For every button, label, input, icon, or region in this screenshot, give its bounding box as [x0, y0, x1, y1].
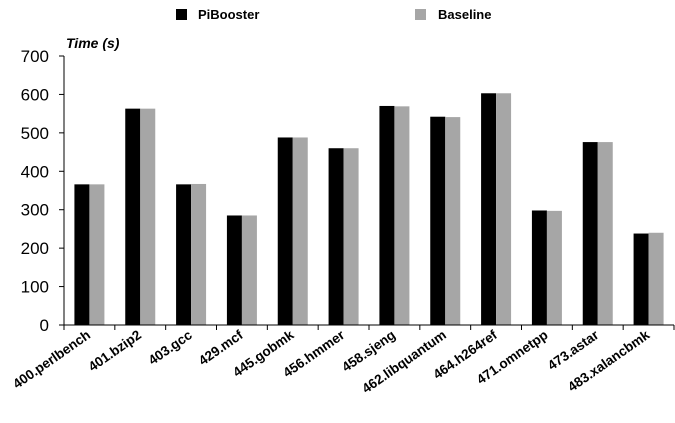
bar-baseline — [343, 148, 359, 325]
y-tick-label: 100 — [21, 278, 49, 297]
bar-baseline — [292, 137, 308, 325]
bar-piBooster — [481, 93, 497, 325]
y-tick-label: 400 — [21, 162, 49, 181]
y-tick-label: 500 — [21, 124, 49, 143]
bar-piBooster — [531, 210, 547, 325]
legend-label-piBooster: PiBooster — [198, 7, 259, 22]
bar-piBooster — [74, 184, 90, 325]
x-tick-label: 401.bzip2 — [86, 327, 144, 374]
y-tick-label: 200 — [21, 239, 49, 258]
bar-baseline — [241, 215, 257, 325]
bar-baseline — [648, 232, 664, 325]
bar-baseline — [496, 93, 512, 325]
y-tick-label: 600 — [21, 85, 49, 104]
y-axis-label: Time (s) — [66, 35, 120, 51]
y-tick-label: 0 — [40, 316, 49, 335]
bar-baseline — [597, 142, 613, 325]
legend-label-baseline: Baseline — [438, 7, 491, 22]
bar-baseline — [445, 117, 461, 325]
y-tick-label: 300 — [21, 201, 49, 220]
bars — [74, 93, 664, 326]
y-tick-label: 700 — [21, 47, 49, 66]
bar-baseline — [89, 184, 105, 325]
legend: PiBooster Baseline — [176, 7, 491, 22]
bar-baseline — [191, 183, 207, 325]
x-tick-label: 462.libquantum — [359, 327, 449, 396]
x-tick-label: 400.perlbench — [10, 327, 93, 391]
bar-baseline — [394, 106, 410, 325]
bar-piBooster — [226, 215, 242, 325]
legend-swatch-piBooster — [176, 9, 187, 20]
bar-piBooster — [328, 148, 344, 325]
bar-piBooster — [176, 184, 192, 325]
bar-piBooster — [379, 105, 395, 325]
legend-swatch-baseline — [415, 9, 426, 20]
bar-baseline — [546, 210, 562, 325]
bar-baseline — [140, 108, 156, 325]
bar-piBooster — [277, 137, 293, 325]
y-axis: 0 100 200 300 400 500 600 700 — [21, 47, 65, 335]
bar-piBooster — [582, 142, 598, 325]
bar-piBooster — [633, 233, 649, 325]
bar-piBooster — [125, 108, 141, 325]
x-tick-label: 403.gcc — [146, 327, 196, 368]
bar-piBooster — [430, 116, 446, 326]
